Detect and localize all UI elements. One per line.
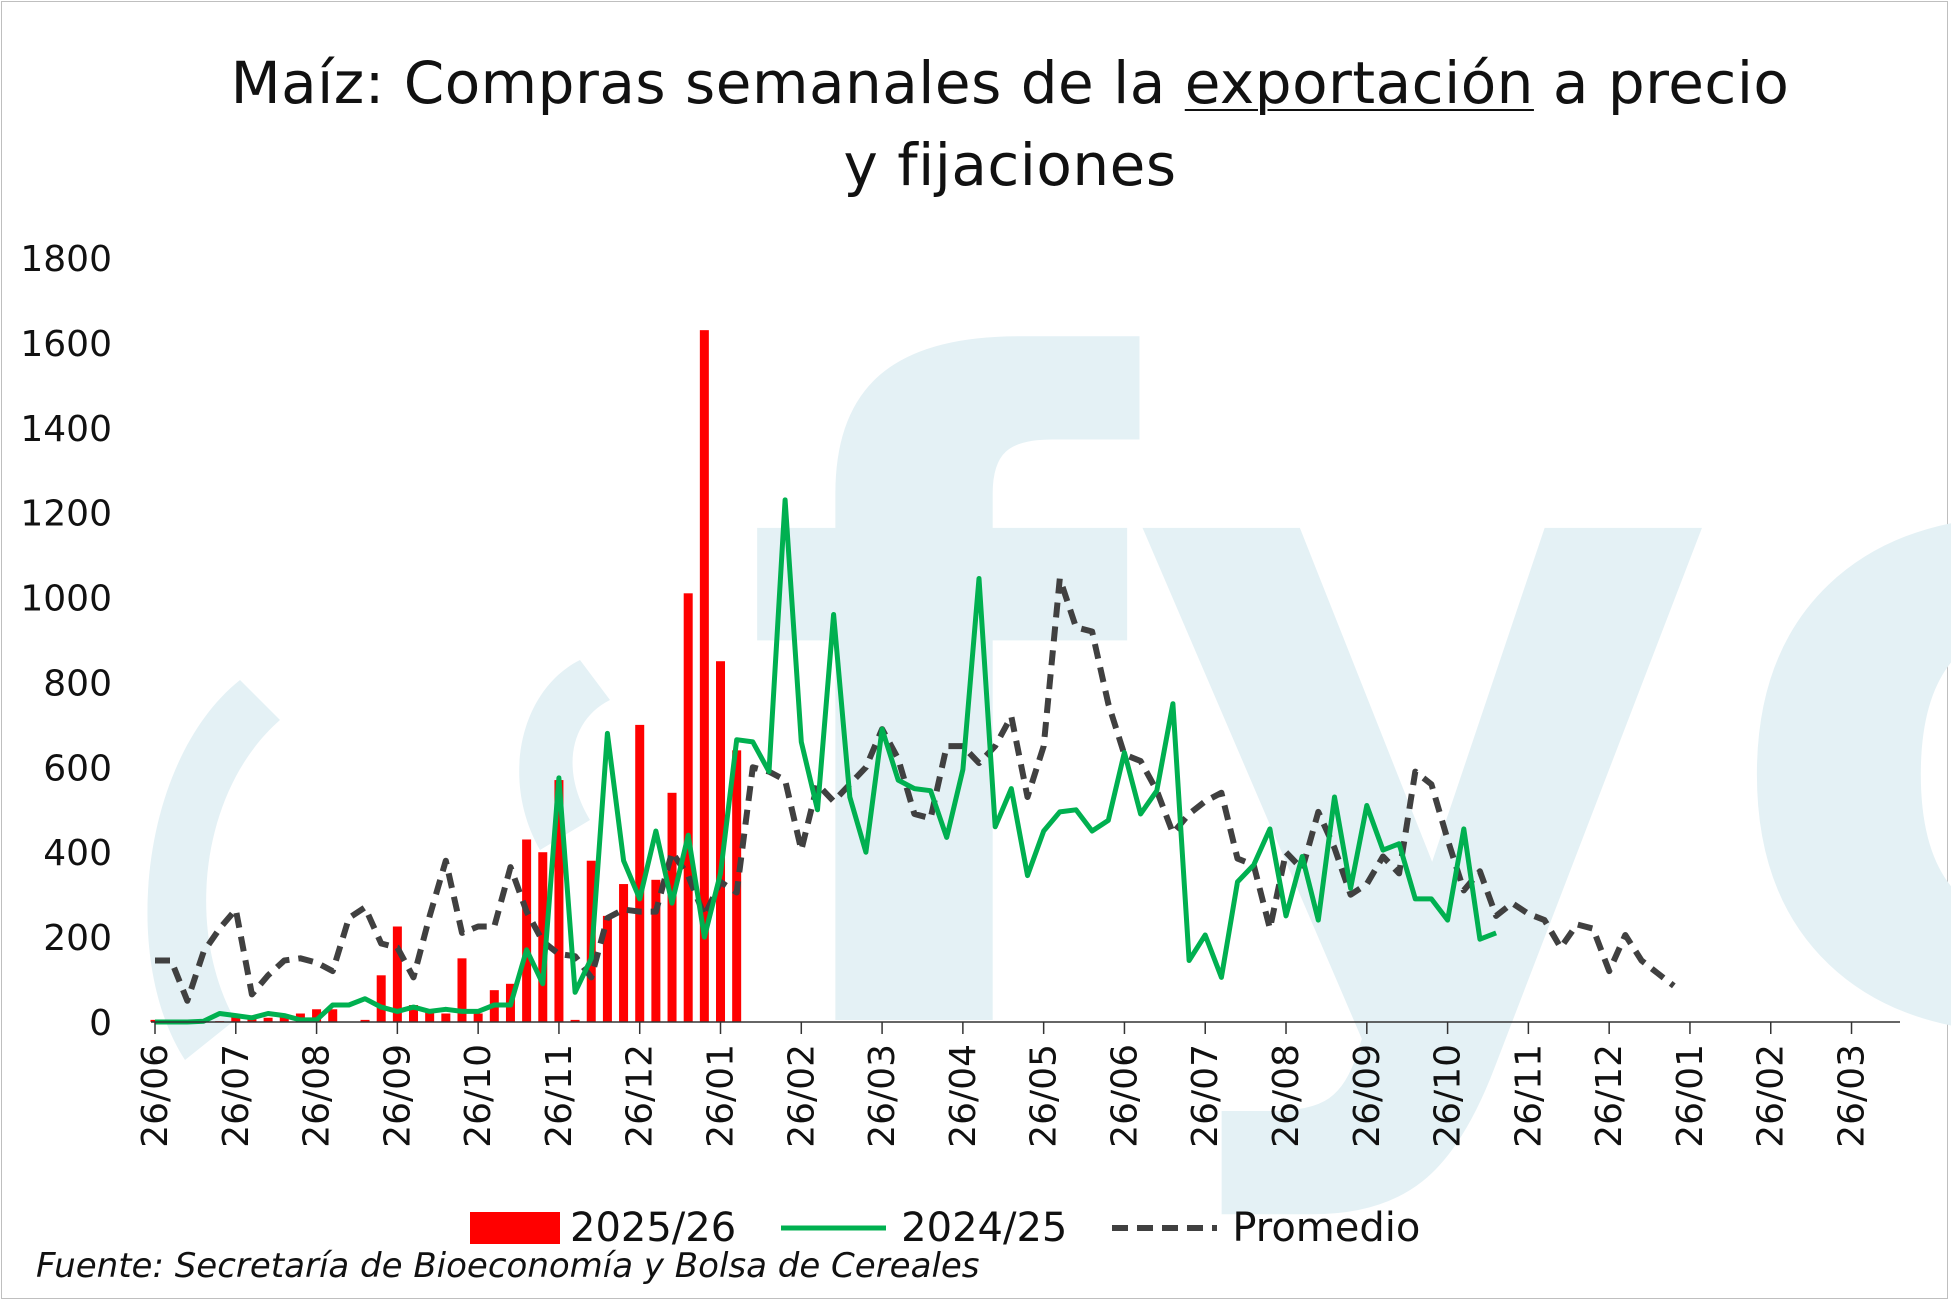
x-tick-label-2: 26/08 — [297, 1044, 338, 1148]
bar-2025-26-15 — [392, 926, 402, 1022]
x-tick-label-20: 26/02 — [1751, 1044, 1792, 1148]
bar-2025-26-8 — [279, 1014, 289, 1022]
line-series — [155, 497, 1676, 1025]
legend-swatch-bar — [470, 1212, 560, 1244]
x-tick-label-12: 26/06 — [1104, 1044, 1145, 1148]
x-tick-label-1: 26/07 — [216, 1044, 257, 1148]
y-tick-label-1: 200 — [43, 918, 112, 959]
legend-swatch-dashed-line — [1112, 1225, 1218, 1231]
x-tick-label-4: 26/10 — [458, 1044, 499, 1148]
legend-item-2024-25: 2024/25 — [776, 1205, 1067, 1251]
source-note: Fuente: Secretaría de Bioeconomía y Bols… — [36, 1246, 980, 1286]
x-tick-label-19: 26/01 — [1670, 1044, 1711, 1148]
bar-2025-26-18 — [441, 1013, 451, 1022]
legend: 2025/26 2024/25 Promedio — [470, 1198, 1460, 1258]
bar-2025-26-17 — [425, 1009, 435, 1022]
x-tick-label-6: 26/12 — [620, 1044, 661, 1148]
title-part-2: a precio y fijaciones — [843, 49, 1790, 199]
x-tick-label-21: 26/03 — [1832, 1044, 1873, 1148]
y-tick-label-4: 800 — [43, 663, 112, 704]
x-tick-label-13: 26/07 — [1185, 1044, 1226, 1148]
x-tick-label-7: 26/01 — [701, 1044, 742, 1148]
bar-2025-26-14 — [376, 975, 386, 1022]
bar-2025-26-25 — [554, 780, 564, 1022]
x-tick-label-5: 26/11 — [539, 1044, 580, 1148]
x-tick-label-8: 26/02 — [781, 1044, 822, 1148]
y-tick-label-5: 1000 — [20, 579, 112, 620]
y-tick-label-6: 1200 — [20, 494, 112, 535]
x-tick-label-14: 26/08 — [1266, 1044, 1307, 1148]
y-tick-label-3: 600 — [43, 748, 112, 789]
x-tick-label-16: 26/10 — [1428, 1044, 1469, 1148]
y-tick-label-8: 1600 — [20, 324, 112, 365]
x-tick-label-9: 26/03 — [862, 1044, 903, 1148]
x-tick-label-11: 26/05 — [1024, 1044, 1065, 1148]
bar-2025-26-32 — [667, 792, 677, 1022]
y-axis: 0 200 400 600 800 1000 1200 1400 1600 1800 — [20, 239, 112, 1044]
watermark-left-arc — [147, 680, 280, 1060]
x-tick-label-3: 26/09 — [377, 1044, 418, 1148]
bar-2025-26-29 — [619, 884, 629, 1022]
x-tick-label-0: 26/06 — [135, 1044, 176, 1148]
x-tick-label-18: 26/12 — [1589, 1044, 1630, 1148]
y-tick-label-0: 0 — [89, 1003, 112, 1044]
bar-2025-26-7 — [263, 1017, 273, 1022]
legend-item-2025-26: 2025/26 — [470, 1205, 736, 1251]
bar-2025-26-19 — [457, 958, 467, 1022]
bar-2025-26-23 — [522, 839, 532, 1022]
x-tick-label-15: 26/09 — [1347, 1044, 1388, 1148]
bar-2025-26-35 — [716, 661, 726, 1022]
bar-2025-26-34 — [699, 330, 709, 1023]
x-tick-label-17: 26/11 — [1508, 1044, 1549, 1148]
watermark-text: fyo — [740, 186, 1951, 1233]
bar-2025-26-13 — [360, 1019, 370, 1022]
bar-2025-26-33 — [683, 593, 693, 1022]
chart-title: Maíz: Compras semanales de la exportació… — [230, 42, 1790, 206]
bar-2025-26-26 — [570, 1019, 580, 1022]
x-tick-label-10: 26/04 — [943, 1044, 984, 1148]
legend-swatch-solid-line — [781, 1225, 887, 1231]
x-axis: 26/06 26/07 26/08 26/09 26/10 26/11 26/12 26/01… — [135, 1021, 1900, 1148]
y-tick-label-2: 400 — [43, 833, 112, 874]
bar-2025-26-20 — [473, 1013, 483, 1022]
legend-label-2024-25: 2024/25 — [901, 1205, 1068, 1251]
legend-label-promedio: Promedio — [1232, 1205, 1421, 1251]
y-tick-label-9: 1800 — [20, 239, 112, 280]
y-tick-label-7: 1400 — [20, 409, 112, 450]
line-2024-25 — [155, 497, 1498, 1025]
bar-2025-26-16 — [409, 1005, 419, 1022]
bar-2025-26-24 — [538, 852, 548, 1022]
bar-2025-26-31 — [651, 879, 661, 1022]
bar-2025-26-30 — [635, 724, 645, 1022]
watermark-mid-arc — [519, 660, 610, 850]
bar-2025-26-5 — [231, 1016, 241, 1022]
watermark-logo: fyo — [147, 186, 1951, 1233]
line-promedio — [155, 575, 1676, 1004]
bar-2025-26-28 — [602, 915, 612, 1022]
legend-item-promedio: Promedio — [1107, 1205, 1420, 1251]
legend-label-2025-26: 2025/26 — [570, 1205, 737, 1251]
bar-2025-26-10 — [312, 1009, 322, 1022]
title-underlined-word: exportación — [1184, 49, 1534, 117]
title-part-1: Maíz: Compras semanales de la — [230, 49, 1185, 117]
bar-2025-26-11 — [328, 1009, 338, 1022]
